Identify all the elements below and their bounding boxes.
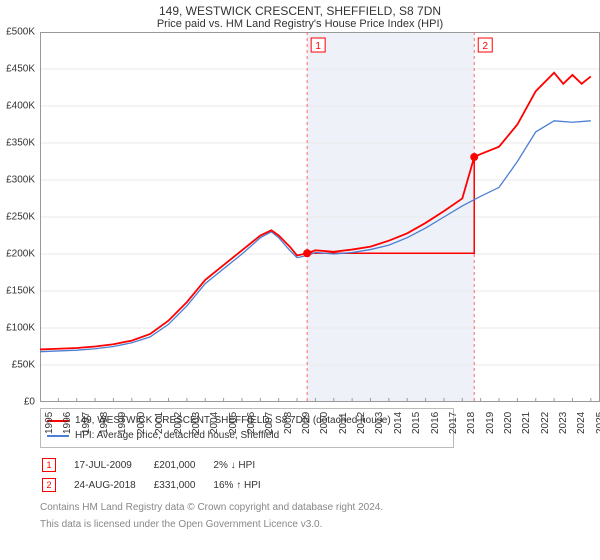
y-axis-label: £50K [0,360,35,371]
footer-line-2: This data is licensed under the Open Gov… [40,519,580,530]
x-axis-label: 2025 [595,412,600,434]
y-axis-label: £400K [0,101,35,112]
annot-delta: 16% ↑ HPI [213,476,276,494]
annot-date: 17-JUL-2009 [74,456,152,474]
x-axis-label: 2015 [411,412,422,434]
x-axis-label: 2019 [485,412,496,434]
y-axis-label: £300K [0,175,35,186]
x-axis-label: 2016 [430,412,441,434]
y-axis-label: £350K [0,138,35,149]
x-axis-label: 2008 [283,412,294,434]
y-axis-label: £150K [0,286,35,297]
y-axis-label: £250K [0,212,35,223]
x-axis-label: 2003 [191,412,202,434]
annot-price: £201,000 [154,456,212,474]
x-axis-label: 2006 [246,412,257,434]
table-row: 2 24-AUG-2018 £331,000 16% ↑ HPI [42,476,277,494]
y-axis-label: £0 [0,397,35,408]
y-axis-label: £200K [0,249,35,260]
marker-2: 2 [42,478,56,492]
x-axis-label: 2017 [448,412,459,434]
x-axis-label: 2012 [356,412,367,434]
x-axis-label: 2010 [319,412,330,434]
x-axis-label: 2004 [209,412,220,434]
x-axis-label: 2011 [338,412,349,434]
footer-line-1: Contains HM Land Registry data © Crown c… [40,502,580,513]
x-axis-label: 2018 [466,412,477,434]
x-axis-label: 1995 [44,412,55,434]
x-axis-label: 1996 [62,412,73,434]
chart-title: 149, WESTWICK CRESCENT, SHEFFIELD, S8 7D… [0,0,600,18]
x-axis-label: 2001 [154,412,165,434]
chart-area: 12 £0£50K£100K£150K£200K£250K£300K£350K£… [40,32,600,402]
table-row: 1 17-JUL-2009 £201,000 2% ↓ HPI [42,456,277,474]
x-axis-label: 2005 [228,412,239,434]
x-axis-label: 2022 [540,412,551,434]
annot-delta: 2% ↓ HPI [213,456,276,474]
x-axis-label: 2002 [173,412,184,434]
x-axis-label: 2000 [136,412,147,434]
annotations-table: 1 17-JUL-2009 £201,000 2% ↓ HPI 2 24-AUG… [40,454,279,496]
chart-subtitle: Price paid vs. HM Land Registry's House … [0,18,600,32]
x-axis-label: 1997 [81,412,92,434]
x-axis-label: 2007 [264,412,275,434]
y-axis-label: £500K [0,27,35,38]
x-axis-label: 2023 [558,412,569,434]
y-axis-label: £450K [0,64,35,75]
x-axis-label: 2021 [521,412,532,434]
x-axis-label: 1999 [117,412,128,434]
annot-date: 24-AUG-2018 [74,476,152,494]
x-axis-label: 1998 [99,412,110,434]
annot-price: £331,000 [154,476,212,494]
y-axis-label: £100K [0,323,35,334]
x-axis-label: 2020 [503,412,514,434]
svg-text:1: 1 [315,41,321,52]
x-axis-label: 2013 [374,412,385,434]
x-axis-label: 2014 [393,412,404,434]
chart-svg: 12 [40,32,600,402]
svg-text:2: 2 [482,41,488,52]
x-axis-label: 2024 [576,412,587,434]
x-axis-label: 2009 [301,412,312,434]
legend-swatch-1 [47,435,69,437]
marker-1: 1 [42,458,56,472]
